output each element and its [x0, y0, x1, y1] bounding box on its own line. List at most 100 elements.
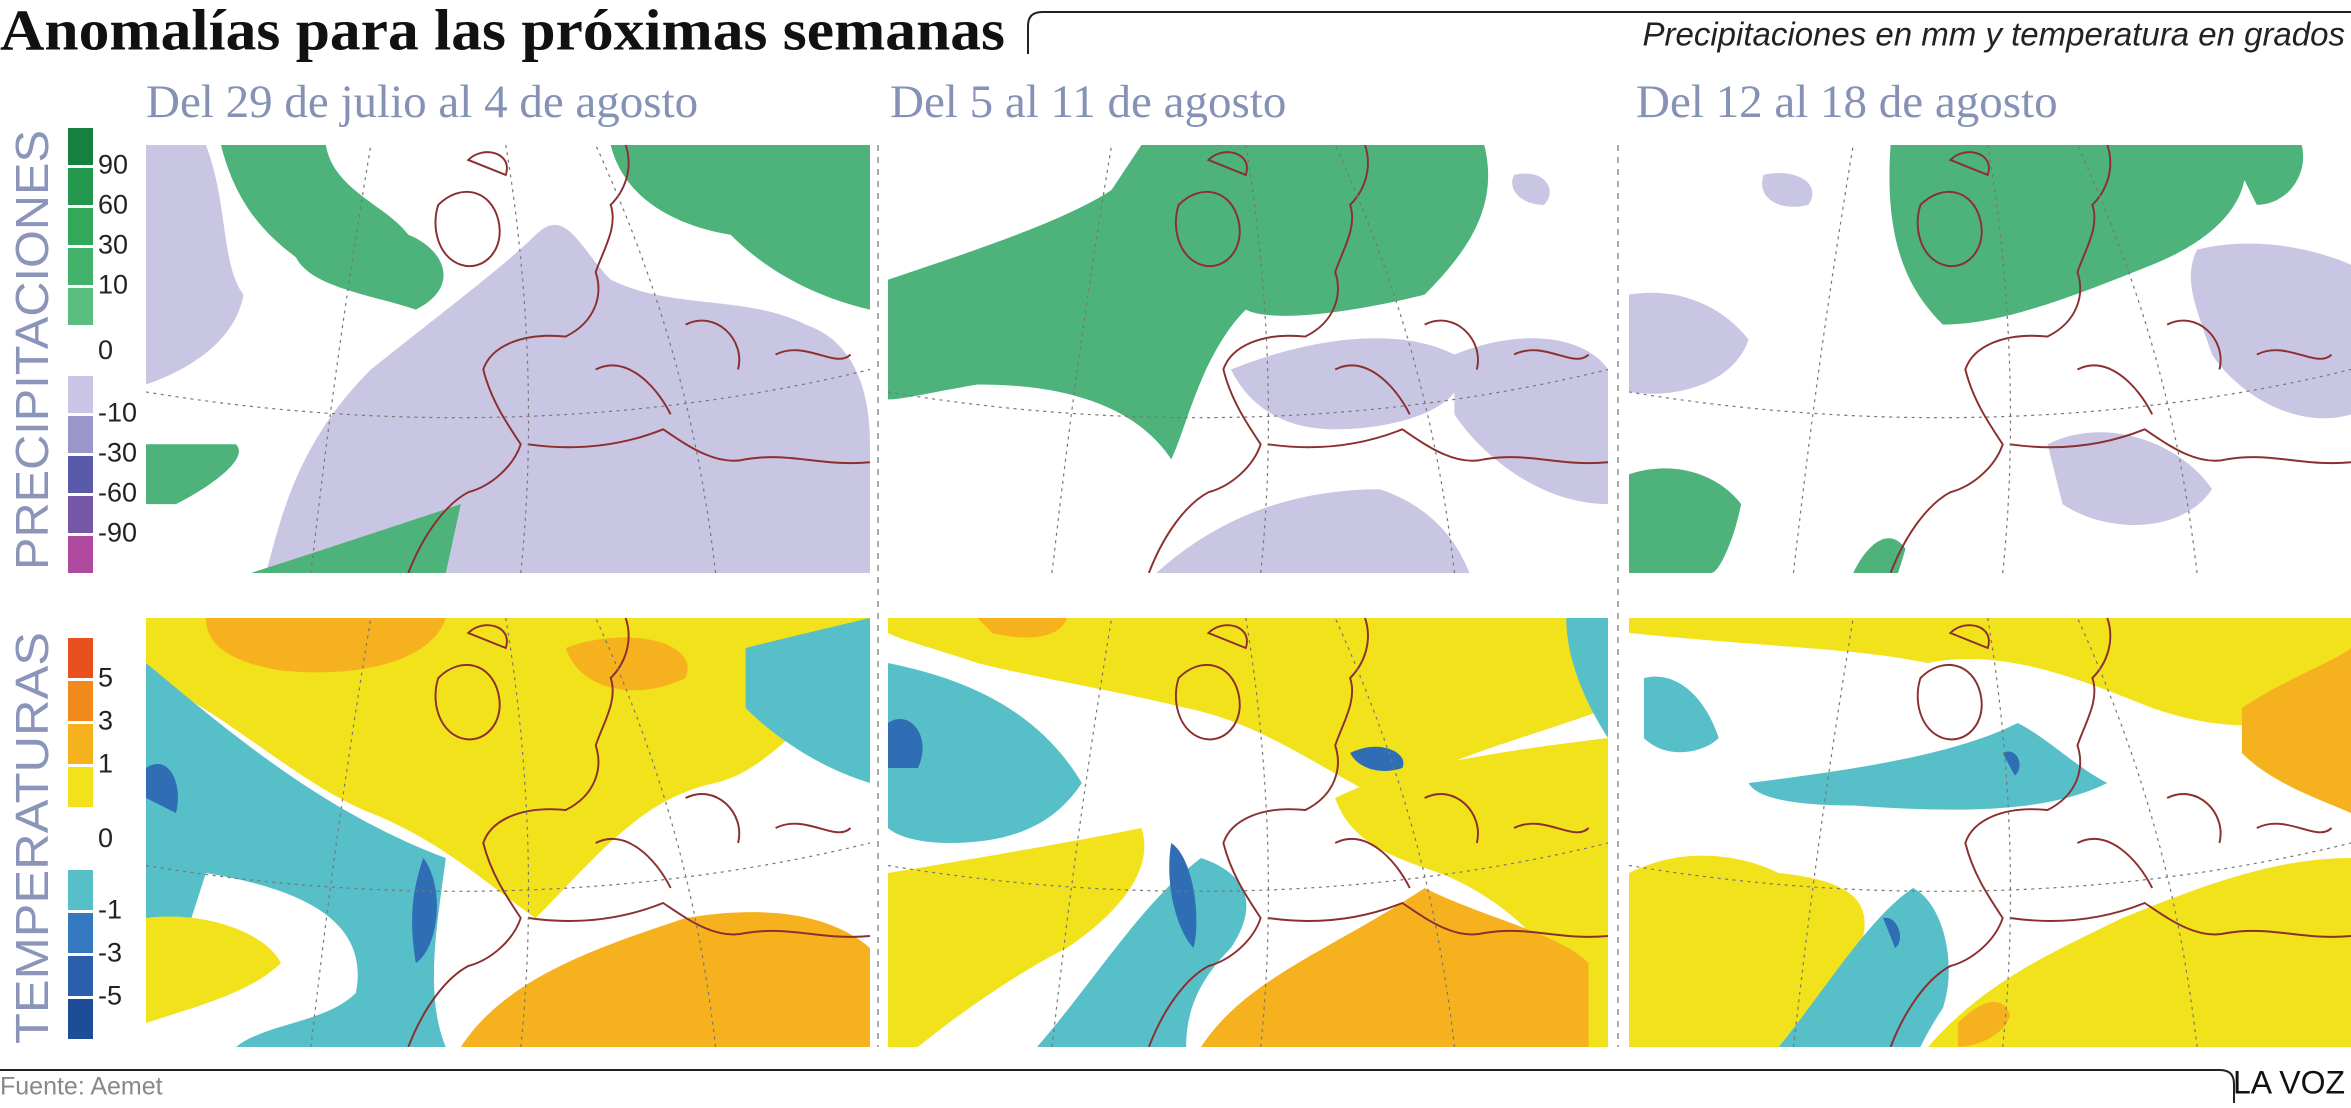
map-area: [2002, 751, 2020, 776]
legend-swatch: [68, 767, 93, 807]
legend-label: 3: [98, 706, 113, 736]
legend-swatch: [68, 416, 93, 453]
map-area: [220, 145, 444, 310]
legend-swatch: [68, 376, 93, 413]
map-area: [146, 764, 178, 813]
map-area: [1762, 172, 1813, 207]
legend-label: 60: [98, 190, 128, 220]
map-area: [1629, 855, 1865, 1047]
map-area: [1512, 173, 1550, 205]
title: Anomalías para las próximas semanas: [0, 0, 1005, 62]
legend-label: 0: [98, 335, 113, 365]
legend-label: -60: [98, 478, 137, 508]
map-area: [2241, 648, 2351, 813]
map-area: [888, 618, 1608, 798]
map-area: [888, 719, 923, 768]
legend-label: 5: [98, 663, 113, 693]
legend-label: 10: [98, 270, 128, 300]
legend-swatch: [68, 128, 93, 165]
map-area: [146, 145, 244, 385]
subtitle: Precipitaciones en mm y temperatura en g…: [1642, 16, 2345, 53]
header-rule: [1027, 11, 2351, 54]
map-area: [888, 663, 1082, 843]
map-area: [1629, 292, 1749, 394]
map-area: [1335, 738, 1608, 1047]
map-precip-2: [888, 145, 1608, 573]
legend-label: 90: [98, 150, 128, 180]
map-area: [1778, 888, 1949, 1047]
map-area: [2190, 243, 2351, 419]
legend-swatch: [68, 956, 93, 996]
map-area: [1927, 858, 2351, 1047]
legend-swatch: [68, 638, 93, 678]
column-header: Del 29 de julio al 4 de agosto: [146, 76, 698, 128]
map-area: [146, 444, 239, 505]
legend-swatch: [68, 913, 93, 953]
source: Fuente: Aemet: [0, 1073, 163, 1101]
legends: PRECIPITACIONES 906030100-10-30-60-90TEMP…: [6, 128, 137, 1044]
row-label: PRECIPITACIONES: [6, 130, 58, 570]
column-header: Del 5 al 11 de agosto: [890, 76, 1286, 128]
map-area: [1156, 489, 1470, 573]
legend-label: 1: [98, 749, 113, 779]
map-area: [888, 828, 1145, 1047]
legend-swatch: [68, 999, 93, 1039]
map-area: [460, 912, 870, 1047]
legend-label: -5: [98, 981, 122, 1011]
legend-swatch: [68, 681, 93, 721]
legend-swatch: [68, 870, 93, 910]
legend-label: -10: [98, 398, 137, 428]
map-area: [250, 504, 461, 573]
map-area: [412, 858, 437, 963]
legend-label: -30: [98, 438, 137, 468]
map-area: [2226, 145, 2304, 205]
map-area: [1230, 338, 1462, 430]
legend-swatch: [68, 248, 93, 285]
legend-label: 30: [98, 230, 128, 260]
map-area: [1748, 723, 2108, 810]
brand: LA VOZ: [2233, 1064, 2345, 1100]
map-temp-3: [1629, 618, 2351, 1047]
map-area: [1643, 676, 1719, 753]
map-area: [1889, 145, 2246, 325]
map-area: [610, 145, 870, 310]
map-temp-1: [146, 618, 870, 1047]
legend-swatch: [68, 496, 93, 533]
map-area: [265, 224, 870, 573]
legend-swatch: [68, 168, 93, 205]
legend-swatch: [68, 456, 93, 493]
footer-rule: [0, 1069, 2235, 1103]
column-header: Del 12 al 18 de agosto: [1636, 76, 2058, 128]
legend-swatch: [68, 536, 93, 573]
legend-label: 0: [98, 823, 113, 853]
legend-swatch: [68, 208, 93, 245]
legend-swatch: [68, 724, 93, 764]
legend-label: -1: [98, 895, 122, 925]
map-area: [977, 618, 1067, 638]
map-precip-1: [146, 145, 870, 573]
map-area: [146, 618, 870, 918]
legend-label: -90: [98, 518, 137, 548]
map-precip-3: [1629, 145, 2351, 573]
map-area: [2047, 432, 2212, 526]
map-temp-2: [888, 618, 1608, 1047]
map-area: [1853, 538, 1906, 573]
row-label: TEMPERATURAS: [6, 632, 58, 1044]
map-area: [1566, 618, 1608, 738]
map-area: [205, 618, 446, 673]
column-headers: Del 29 de julio al 4 de agosto Del 5 al 1…: [146, 76, 2058, 128]
map-area: [565, 637, 688, 691]
map-area: [1629, 468, 1742, 573]
legend-swatch: [68, 288, 93, 325]
map-area: [745, 618, 870, 783]
map-area: [1883, 917, 1900, 948]
map-area: [1957, 1001, 2011, 1047]
map-area: [1169, 843, 1197, 948]
map-area: [146, 916, 281, 1023]
map-area: [888, 145, 1489, 460]
map-area: [1350, 746, 1404, 771]
map-area: [1201, 888, 1589, 1047]
legend-label: -3: [98, 938, 122, 968]
map-area: [1629, 618, 2351, 726]
